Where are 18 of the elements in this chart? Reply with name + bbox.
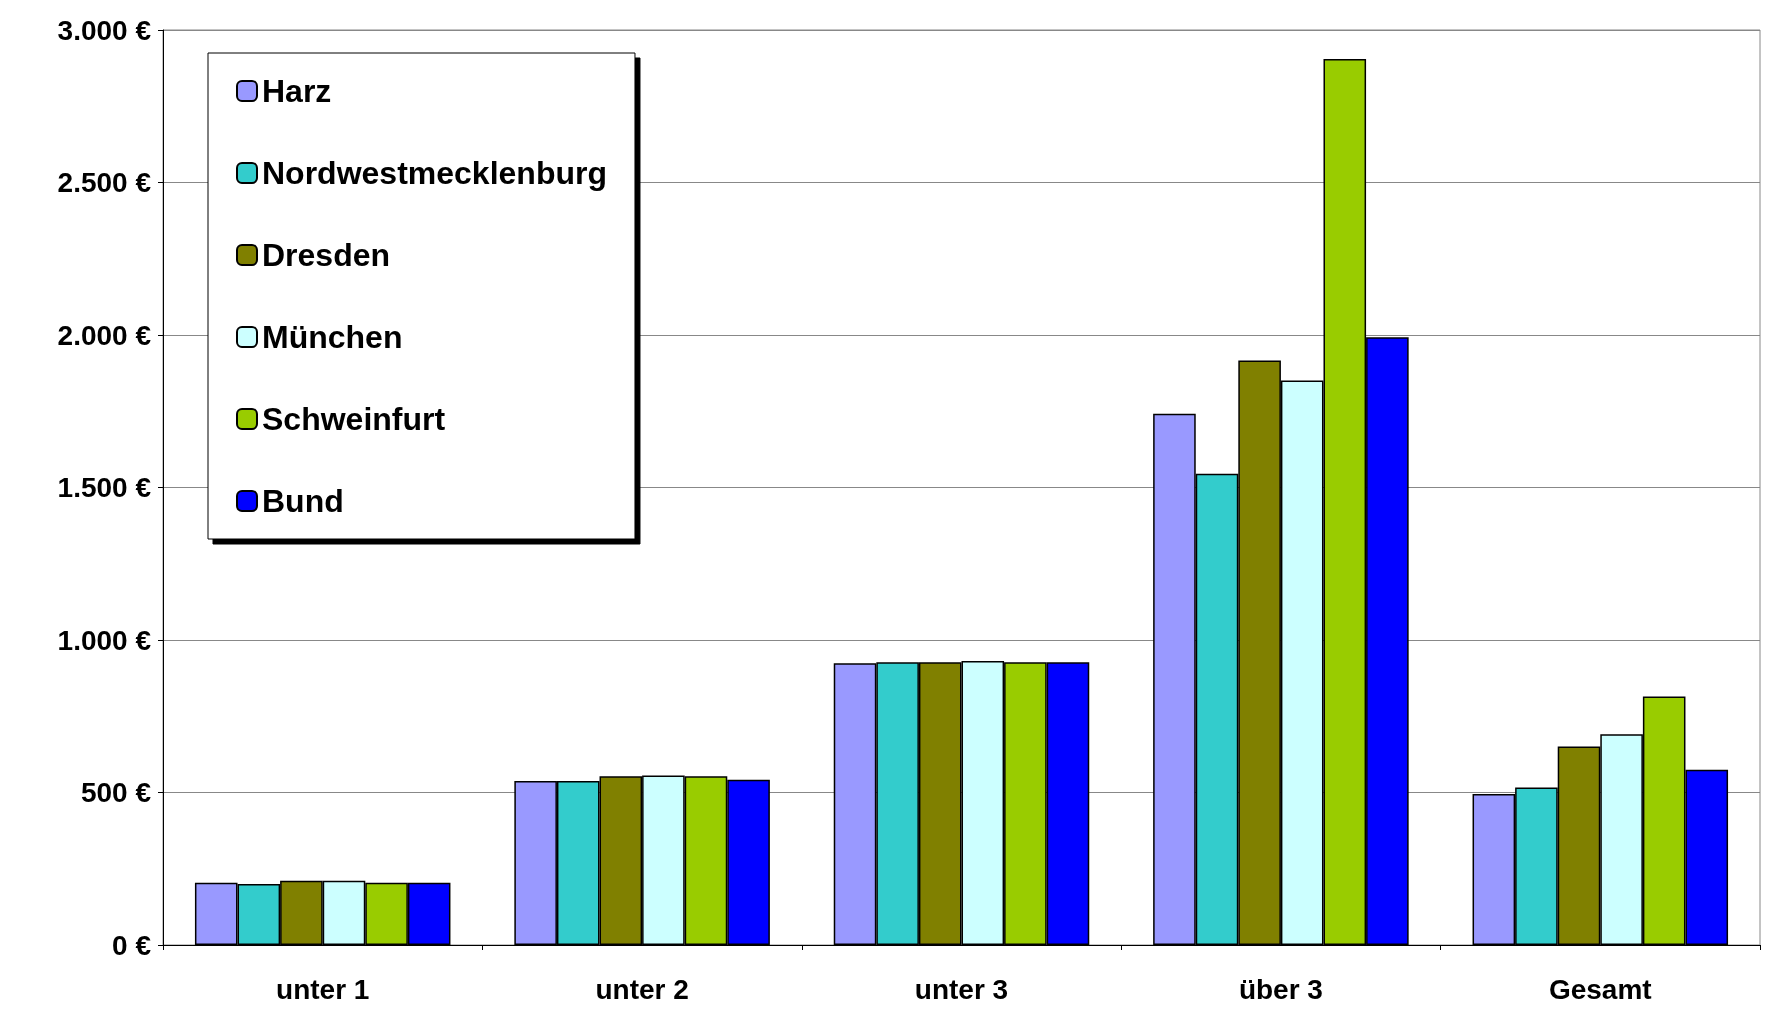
y-tick-label: 500 € xyxy=(80,777,152,808)
legend-label: Schweinfurt xyxy=(262,401,446,437)
y-tick-label: 3.000 € xyxy=(57,14,152,46)
legend-label: München xyxy=(262,319,403,355)
y-tick-label: 0 € xyxy=(112,929,152,961)
legend-label: Bund xyxy=(262,483,344,519)
x-tick-label: unter 2 xyxy=(595,973,689,1005)
y-tick-label: 2.000 € xyxy=(57,319,152,351)
legend-label: Nordwestmecklenburg xyxy=(262,155,607,191)
y-tick-label: 1.000 € xyxy=(57,624,152,656)
legend-label: Harz xyxy=(262,73,332,109)
x-tick-label: Gesamt xyxy=(1548,973,1652,1005)
y-tick-label: 2.500 € xyxy=(57,167,152,198)
x-tick-label: unter 1 xyxy=(276,973,370,1005)
x-tick-label: über 3 xyxy=(1238,973,1323,1005)
x-tick-label: unter 3 xyxy=(914,973,1009,1005)
y-tick-label: 1.500 € xyxy=(57,472,152,503)
legend-label: Dresden xyxy=(262,237,391,273)
